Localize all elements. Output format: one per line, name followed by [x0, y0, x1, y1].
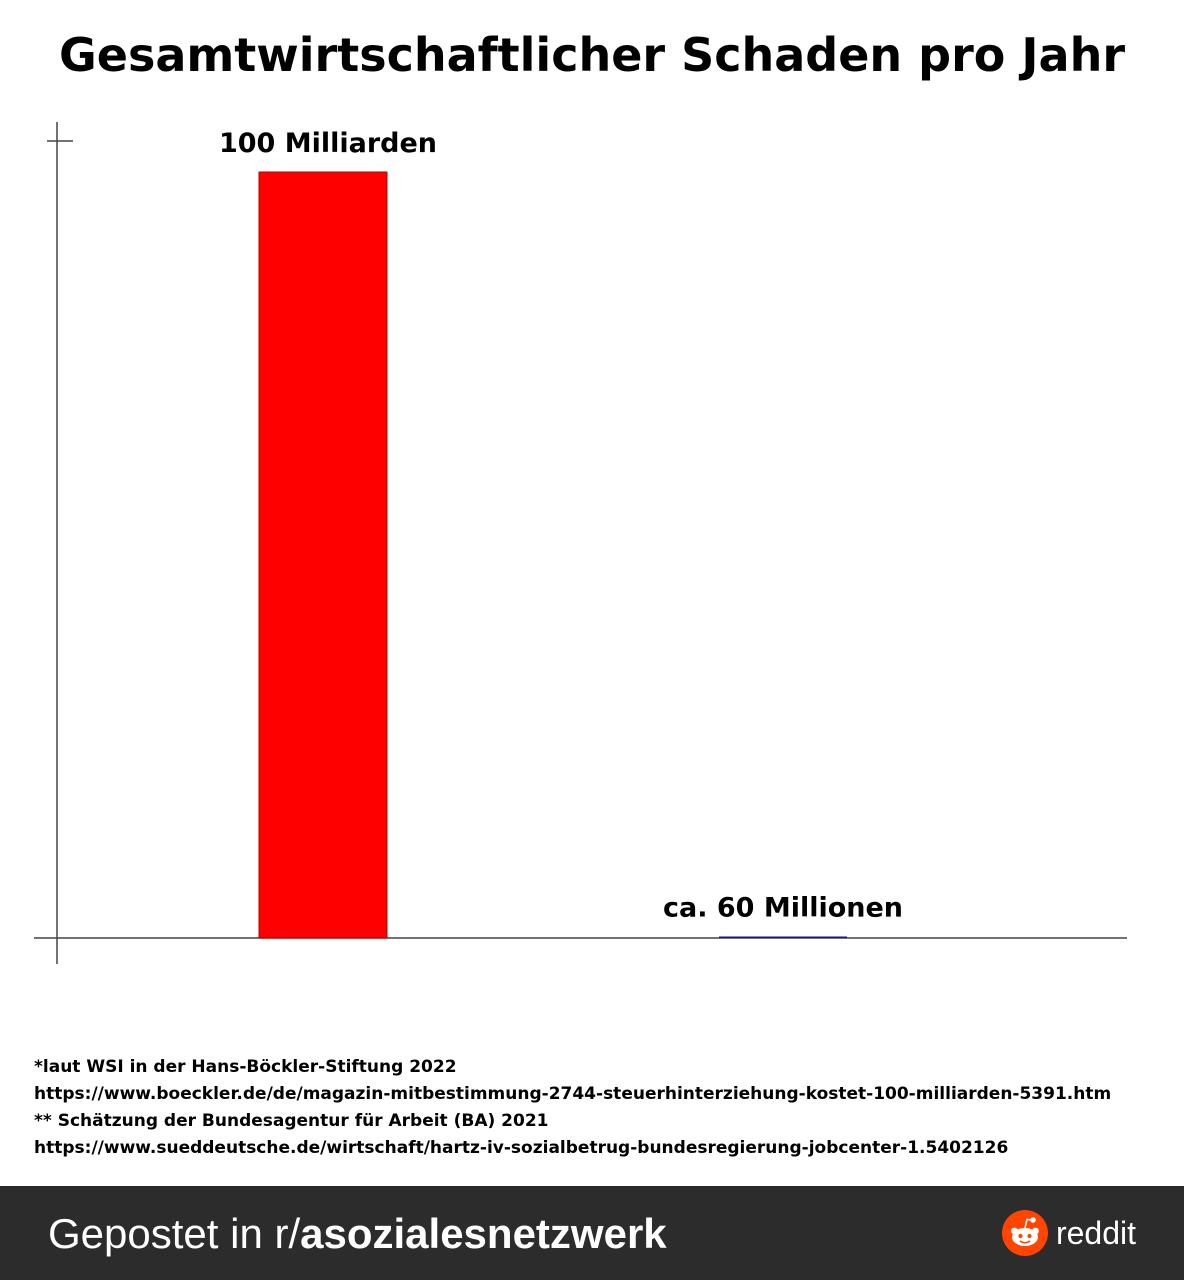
bar-hartz-iv-betrug: [719, 936, 847, 938]
value-label: ca. 60 Millionen: [663, 893, 903, 924]
reddit-footer: Gepostet in r/asozialesnetzwerk reddit: [0, 1186, 1184, 1280]
bar-chart: 100 MilliardenSteuerhinterziehung*ca. 60…: [34, 122, 1127, 964]
chart-title: Gesamtwirtschaftlicher Schaden pro Jahr: [58, 28, 1126, 82]
bar-steuerhinterziehung: [258, 171, 388, 939]
reddit-wordmark: reddit: [1055, 1214, 1136, 1251]
subreddit-name[interactable]: asozialesnetzwerk: [300, 1210, 667, 1257]
footnote-url-2[interactable]: https://www.sueddeutsche.de/wirtschaft/h…: [34, 1138, 1009, 1158]
footnote-url-1[interactable]: https://www.boeckler.de/de/magazin-mitbe…: [34, 1084, 1112, 1104]
value-label: 100 Milliarden: [219, 128, 437, 159]
posted-in-prefix: Gepostet in r/: [48, 1210, 301, 1257]
footnote-source-2: ** Schätzung der Bundesagentur für Arbei…: [34, 1111, 549, 1131]
footnotes: *laut WSI in der Hans-Böckler-Stiftung 2…: [34, 1054, 1174, 1162]
footnote-source-1: *laut WSI in der Hans-Böckler-Stiftung 2…: [34, 1057, 457, 1077]
reddit-logo-icon: [1001, 1210, 1048, 1256]
posted-in-text: Gepostet in r/asozialesnetzwerk: [48, 1210, 667, 1258]
reddit-brand[interactable]: reddit: [1001, 1208, 1136, 1258]
